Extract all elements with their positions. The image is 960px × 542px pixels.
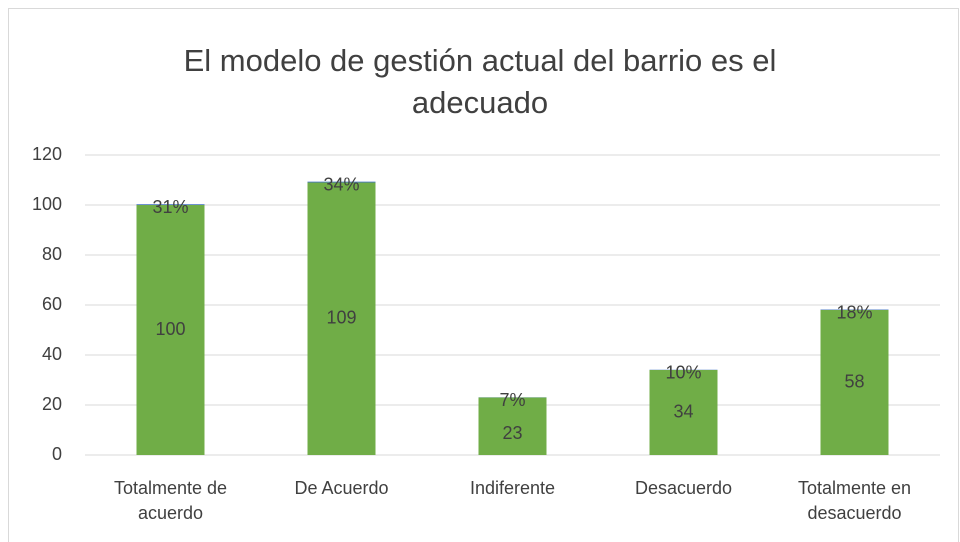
- data-label: 34%: [323, 174, 359, 194]
- bar-segment: [136, 204, 205, 205]
- bar-segment: [478, 397, 547, 455]
- data-label: 18%: [836, 302, 872, 322]
- data-label: 31%: [152, 197, 188, 217]
- bar-segment: [820, 310, 889, 455]
- data-label: 100: [155, 319, 185, 339]
- y-tick-label: 40: [42, 344, 62, 364]
- y-tick-label: 20: [42, 394, 62, 414]
- data-label: 10%: [665, 363, 701, 383]
- bar-segment: [307, 181, 376, 183]
- y-tick-label: 100: [32, 194, 62, 214]
- y-tick-label: 0: [52, 444, 62, 464]
- x-tick-label: Indiferente: [469, 478, 556, 498]
- data-label: 58: [844, 371, 864, 391]
- chart-border: [8, 8, 959, 542]
- x-tick-label: Totalmente en desacuerdo: [797, 478, 912, 523]
- data-label: 34: [673, 401, 693, 421]
- x-tick-label: Desacuerdo: [634, 478, 733, 498]
- chart-title: El modelo de gestión actual del barrio e…: [183, 43, 777, 120]
- data-label: 109: [326, 308, 356, 328]
- y-tick-label: 120: [32, 144, 62, 164]
- bar-segment: [307, 182, 376, 455]
- y-tick-label: 80: [42, 244, 62, 264]
- data-label: 7%: [499, 390, 525, 410]
- y-tick-label: 60: [42, 294, 62, 314]
- bar-segment: [649, 370, 718, 455]
- data-label: 23: [502, 423, 522, 443]
- bar-segment: [136, 205, 205, 455]
- x-tick-label: Totalmente de acuerdo: [113, 478, 228, 523]
- x-tick-label: De Acuerdo: [294, 478, 389, 498]
